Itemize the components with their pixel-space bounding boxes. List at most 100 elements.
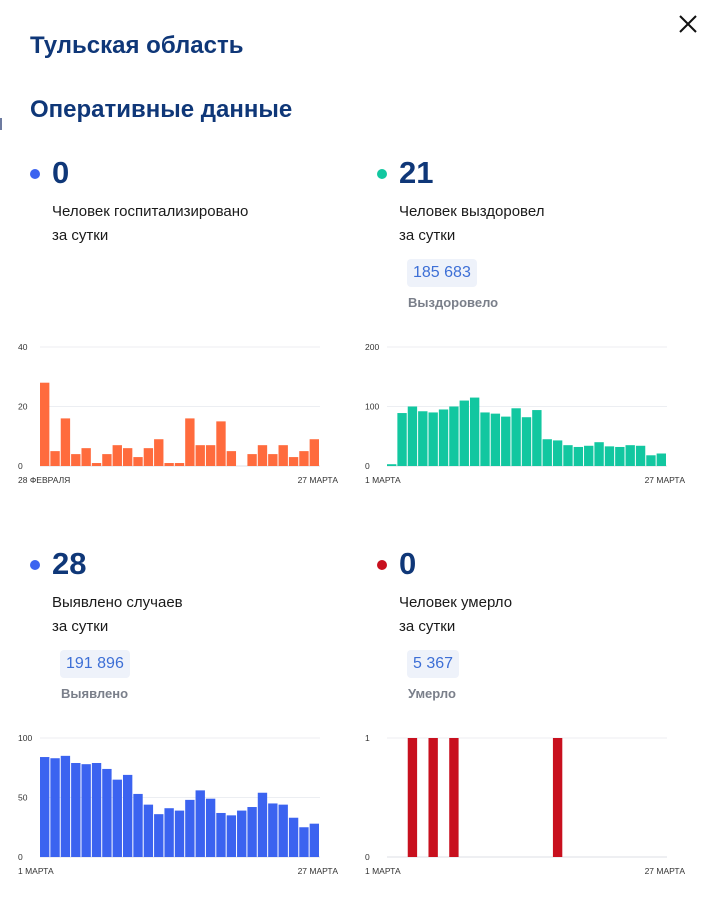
y-tick-label: 200 [365, 342, 379, 352]
chart-bar [511, 408, 521, 466]
chart-bar [521, 417, 532, 466]
chart-bar [604, 446, 615, 466]
y-tick-label: 50 [18, 793, 28, 803]
x-end-label: 27 МАРТА [645, 475, 686, 485]
chart-bar [122, 448, 133, 466]
recovered-chart: 0 100 200 1 МАРТА 27 МАРТА [365, 342, 686, 485]
chart-bar [164, 463, 174, 466]
cases-value: 28 [52, 546, 87, 581]
cases-chart: 0 50 100 1 МАРТА 27 МАРТА [18, 733, 338, 876]
chart-bar [247, 807, 257, 857]
chart-bar [407, 738, 418, 857]
chart-bar [237, 810, 247, 857]
chart-bar [309, 823, 319, 857]
x-start-label: 1 МАРТА [365, 475, 401, 485]
y-tick-label: 0 [18, 461, 23, 471]
hospitalized-label: Человек госпитализировано за сутки [52, 200, 312, 248]
chart-bar [81, 764, 91, 857]
hospitalized-label-line2: за сутки [52, 227, 109, 244]
chart-bar [542, 439, 552, 466]
chart-bar [501, 416, 511, 466]
recovered-label-line2: за сутки [399, 227, 456, 244]
chart-bar [112, 445, 122, 466]
y-tick-label: 1 [365, 733, 370, 743]
x-end-label: 27 МАРТА [298, 475, 339, 485]
deaths-label-line1: Человек умерло [399, 594, 513, 611]
chart-bar [143, 448, 154, 466]
chart-bar [40, 382, 50, 466]
chart-bar [226, 815, 237, 857]
chart-bar [268, 454, 278, 466]
chart-bar [195, 790, 205, 857]
chart-bar [552, 440, 563, 466]
x-start-label: 1 МАРТА [365, 866, 401, 876]
close-icon[interactable] [676, 12, 700, 36]
y-tick-label: 0 [18, 852, 23, 862]
chart-bar [247, 454, 257, 466]
chart-bar [625, 445, 635, 466]
hospitalized-chart: 0 20 40 28 ФЕВРАЛЯ 27 МАРТА [18, 342, 339, 485]
cases-label-line1: Выявлено случаев [52, 594, 183, 611]
deaths-total-caption: Умерло [408, 686, 456, 701]
chart-bar [584, 445, 594, 466]
chart-bar [594, 442, 604, 466]
deaths-dot [377, 560, 387, 570]
chart-bar [185, 799, 195, 857]
chart-bar [143, 804, 154, 857]
chart-bar [40, 757, 50, 857]
chart-bar [205, 798, 216, 857]
chart-bar [71, 454, 81, 466]
chart-bar [309, 439, 319, 466]
chart-bar [216, 812, 226, 857]
deaths-total: 5 367 [407, 650, 460, 678]
recovered-dot [377, 169, 387, 179]
recovered-value: 21 [399, 155, 434, 190]
chart-bar [299, 451, 309, 466]
cases-label: Выявлено случаев за сутки [52, 591, 312, 639]
chart-bar [185, 418, 195, 466]
chart-bar [226, 451, 237, 466]
recovered-total: 185 683 [407, 259, 477, 287]
chart-bar [268, 803, 278, 857]
y-tick-label: 40 [18, 342, 28, 352]
chart-bar [459, 400, 469, 466]
chart-bar [646, 455, 656, 466]
hospitalized-value: 0 [52, 155, 70, 190]
chart-bar [164, 808, 174, 857]
section-title: Оперативные данные [30, 96, 293, 123]
cases-total: 191 896 [60, 650, 130, 678]
cases-dot [30, 560, 40, 570]
close-icon-stroke-b [679, 15, 697, 33]
chart-bar [449, 738, 459, 857]
chart-bar [81, 448, 91, 466]
cases-label-line2: за сутки [52, 618, 109, 635]
chart-bar [288, 817, 299, 857]
chart-bar [71, 762, 81, 857]
x-start-label: 28 ФЕВРАЛЯ [18, 475, 70, 485]
chart-bar [154, 814, 164, 857]
chart-bar [133, 457, 143, 466]
y-tick-label: 0 [365, 461, 370, 471]
chart-bar [563, 445, 573, 466]
recovered-label-line1: Человек выздоровел [399, 203, 545, 220]
deaths-label: Человек умерло за сутки [399, 591, 659, 639]
chart-bar [656, 453, 666, 466]
chart-bar [397, 413, 407, 466]
chart-bar [205, 445, 216, 466]
chart-bar [288, 457, 299, 466]
chart-bar [102, 454, 112, 466]
chart-bar [278, 804, 288, 857]
chart-bar [490, 413, 501, 466]
chart-bar [299, 827, 309, 857]
chart-bar [449, 406, 459, 466]
chart-bar [50, 758, 60, 857]
chart-bar [407, 406, 418, 466]
chart-bar [428, 738, 438, 857]
chart-bar [154, 439, 164, 466]
edge-mark [0, 118, 2, 130]
chart-bar [102, 768, 112, 857]
chart-bar [50, 451, 60, 466]
chart-bar [573, 446, 584, 466]
recovered-label: Человек выздоровел за сутки [399, 200, 659, 248]
